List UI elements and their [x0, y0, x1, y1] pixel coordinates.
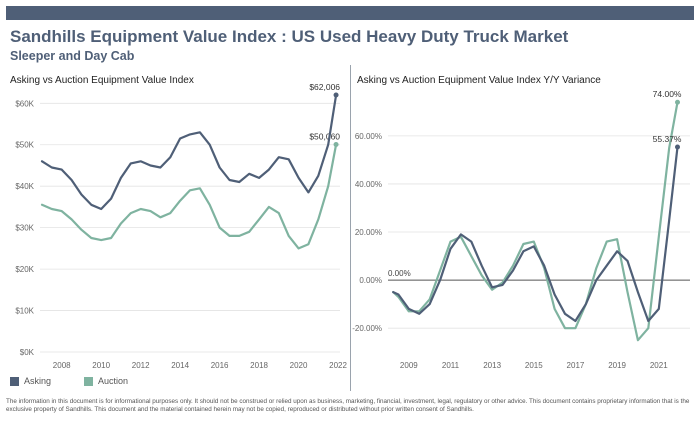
- right-x-tick-label: 2017: [567, 361, 585, 370]
- left-series-auction-end-label: $50,060: [309, 131, 340, 141]
- legend-auction: Auction: [84, 376, 128, 386]
- disclaimer-text: The information in this document is for …: [6, 398, 690, 414]
- page-title: Sandhills Equipment Value Index : US Use…: [10, 27, 569, 46]
- left-x-tick-label: 2018: [250, 361, 268, 370]
- legend-asking-swatch: [10, 376, 19, 386]
- right-series-auction-end-point: [675, 99, 681, 105]
- panel-divider: [350, 65, 351, 391]
- right-x-tick-label: 2009: [400, 361, 418, 370]
- right-x-tick-label: 2015: [525, 361, 543, 370]
- right-x-tick-label: 2021: [650, 361, 668, 370]
- right-y-tick-label: -20.00%: [352, 324, 382, 333]
- left-y-tick-label: $20K: [15, 265, 34, 274]
- left-y-tick-label: $50K: [15, 141, 34, 150]
- left-x-tick-label: 2010: [92, 361, 110, 370]
- right-x-tick-label: 2019: [608, 361, 626, 370]
- left-y-tick-label: $0K: [20, 348, 35, 357]
- right-y-tick-label: 20.00%: [355, 228, 382, 237]
- right-series-auction-end-label: 74.00%: [653, 89, 682, 99]
- legend-auction-swatch: [84, 376, 93, 386]
- left-y-tick-label: $60K: [15, 99, 34, 108]
- left-x-tick-label: 2008: [53, 361, 71, 370]
- right-x-tick-label: 2011: [442, 361, 460, 370]
- left-chart-title: Asking vs Auction Equipment Value Index: [10, 75, 194, 86]
- right-series-asking-line: [392, 145, 679, 323]
- left-series-asking-end-label: $62,006: [309, 82, 340, 92]
- left-x-tick-label: 2022: [329, 361, 347, 370]
- right-y-tick-label: 40.00%: [355, 180, 382, 189]
- right-y-tick-label: 60.00%: [355, 132, 382, 141]
- right-x-tick-label: 2013: [483, 361, 501, 370]
- left-x-tick-label: 2020: [290, 361, 308, 370]
- left-series-auction-end-point: [333, 141, 339, 147]
- page-subtitle: Sleeper and Day Cab: [10, 49, 135, 63]
- left-series-auction-line: [40, 143, 338, 250]
- left-series-asking-end-point: [333, 92, 339, 98]
- right-series-auction-line: [392, 101, 679, 342]
- right-series-asking-end-label: 55.37%: [653, 134, 682, 144]
- right-zero-line-label: 0.00%: [388, 269, 411, 278]
- header-bar: [6, 6, 694, 20]
- legend-asking: Asking: [10, 376, 51, 386]
- left-y-tick-label: $10K: [15, 307, 34, 316]
- right-chart-title: Asking vs Auction Equipment Value Index …: [357, 75, 601, 86]
- left-x-tick-label: 2012: [132, 361, 150, 370]
- left-x-tick-label: 2014: [171, 361, 189, 370]
- left-y-tick-label: $30K: [15, 224, 34, 233]
- left-x-tick-label: 2016: [211, 361, 229, 370]
- left-series-asking-line: [40, 93, 338, 211]
- right-series-asking-end-point: [675, 144, 681, 150]
- right-y-tick-label: 0.00%: [359, 276, 382, 285]
- legend-auction-label: Auction: [98, 376, 129, 386]
- left-y-tick-label: $40K: [15, 182, 34, 191]
- legend-asking-label: Asking: [24, 376, 52, 386]
